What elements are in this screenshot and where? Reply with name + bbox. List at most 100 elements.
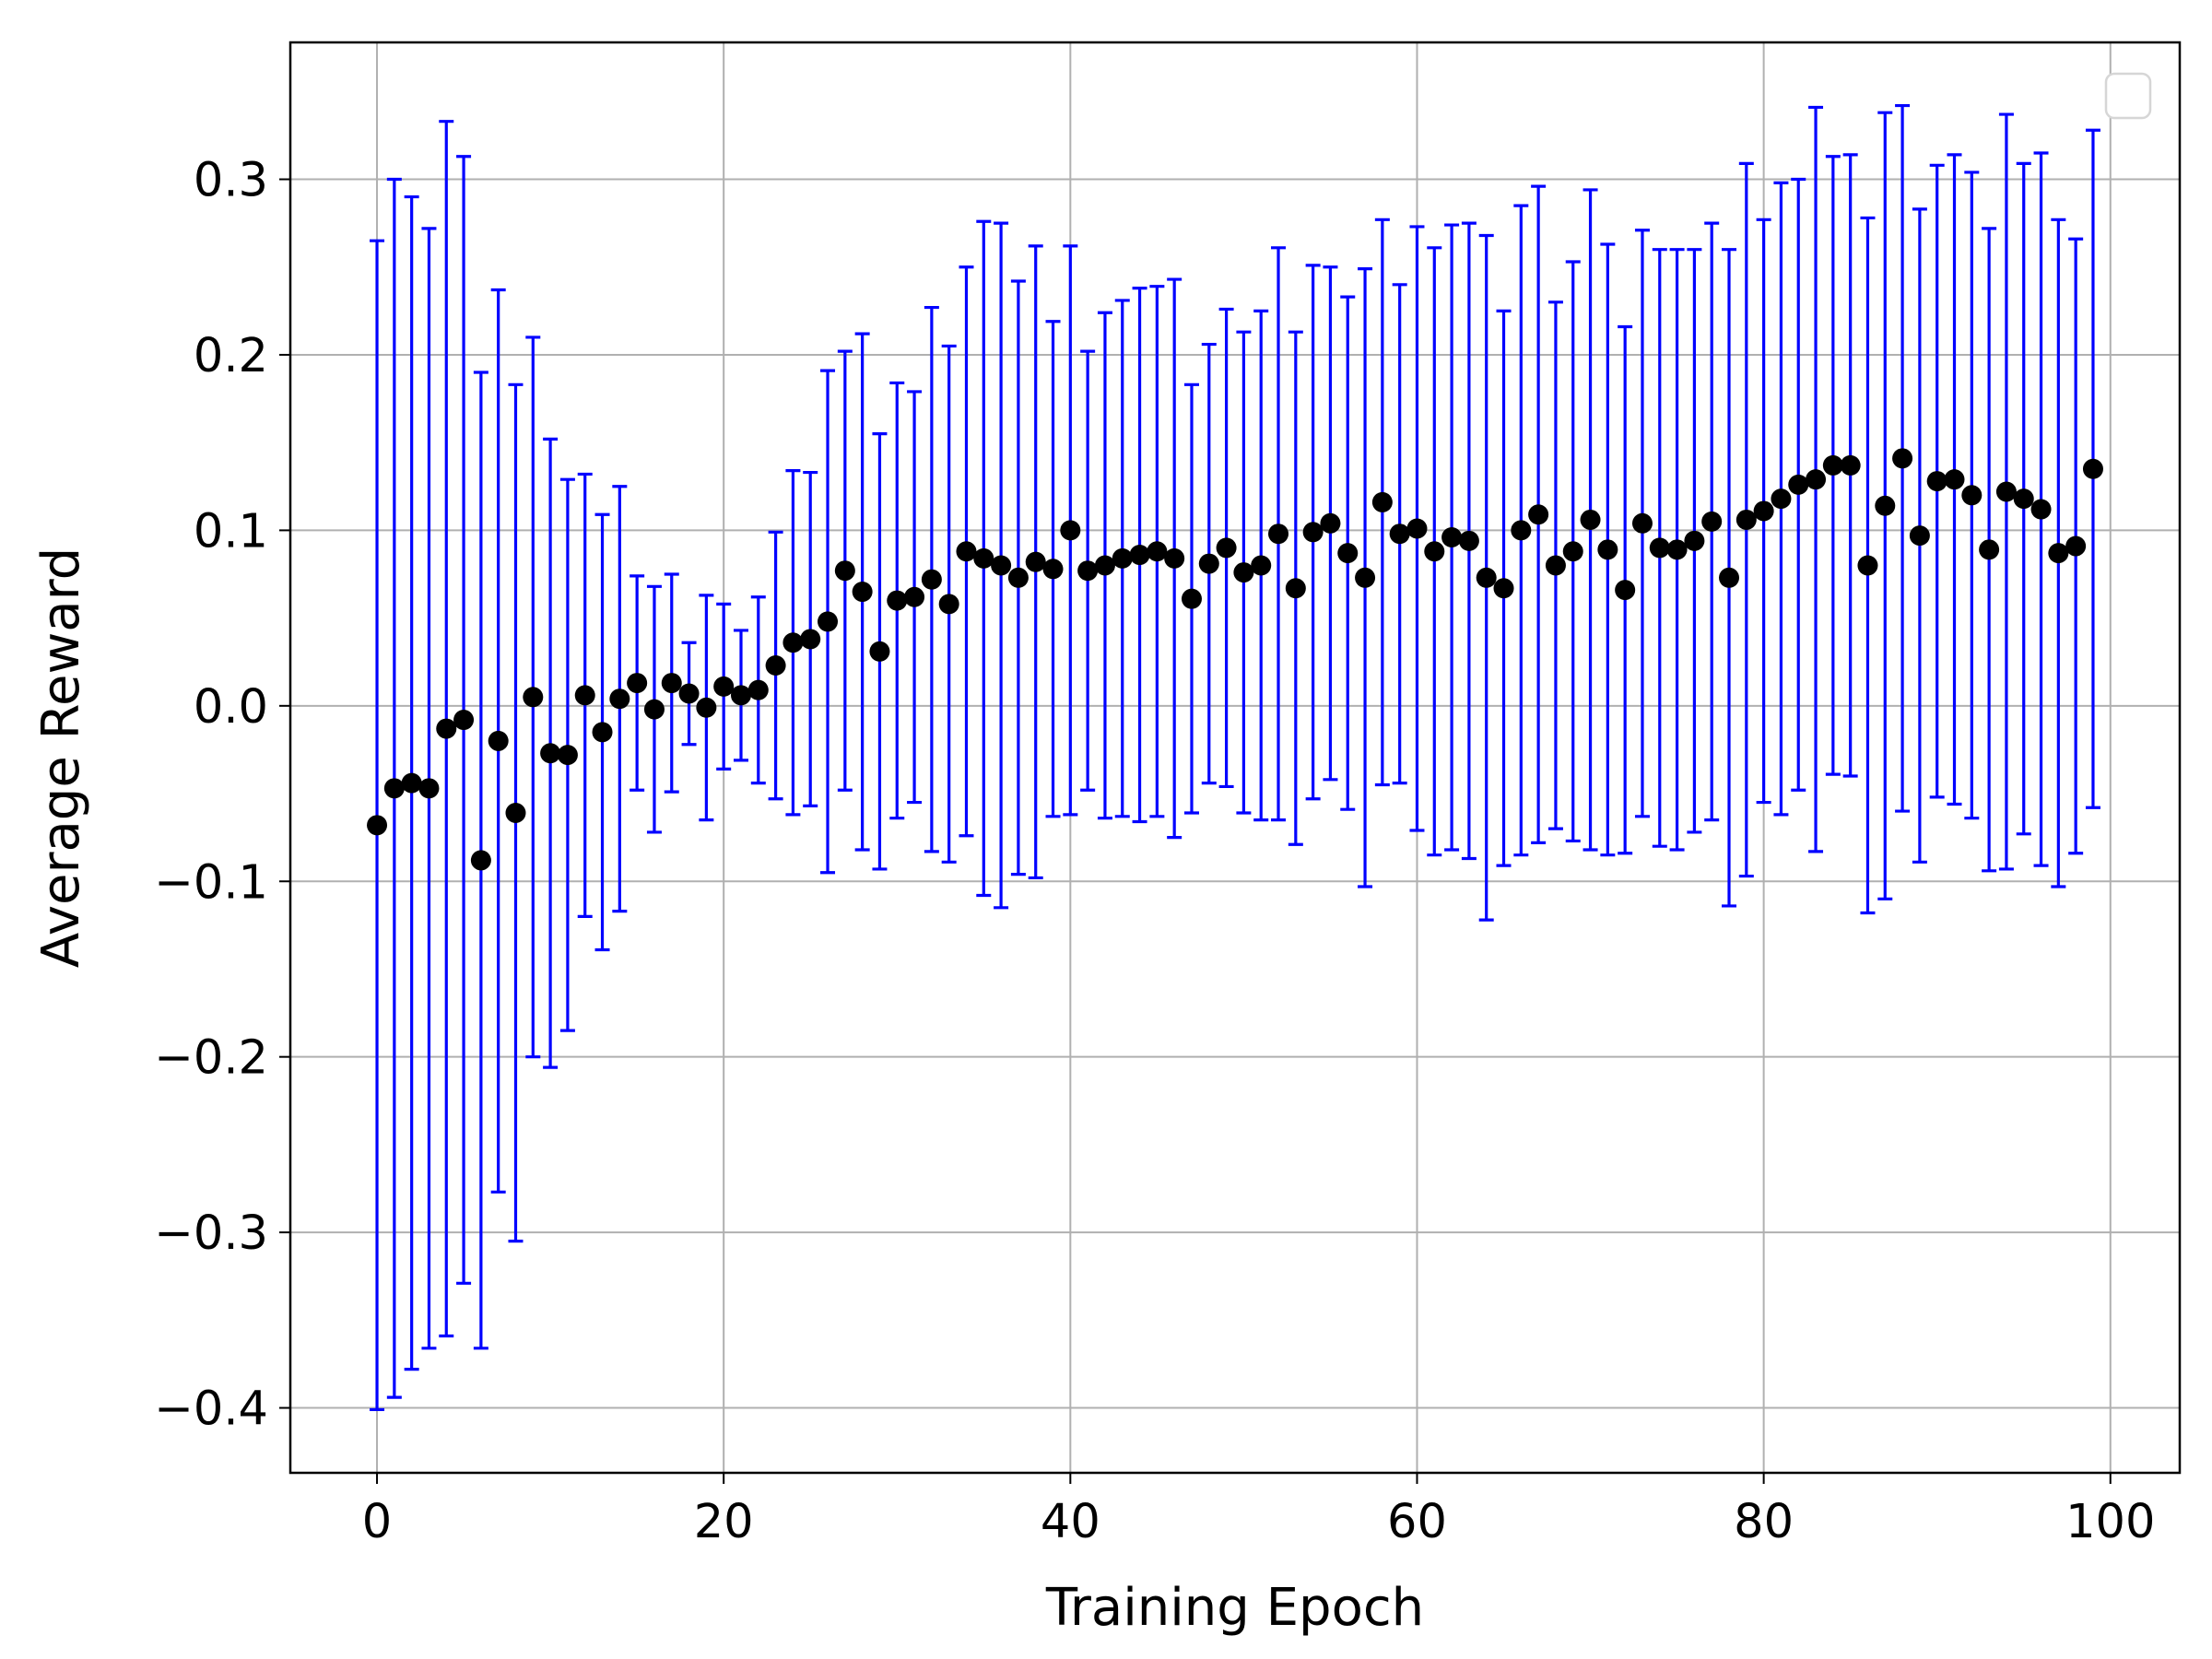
data-point (852, 582, 873, 603)
data-point (1216, 537, 1237, 559)
data-point (1094, 555, 1115, 576)
data-point (1979, 539, 2000, 560)
data-point (1441, 527, 1463, 548)
data-point (1007, 567, 1029, 588)
y-tick-label: −0.1 (154, 855, 268, 910)
data-point (505, 802, 526, 823)
data-point (1493, 578, 1514, 599)
data-point (1562, 541, 1583, 562)
data-point (2013, 488, 2034, 510)
x-tick-label: 20 (694, 1495, 754, 1549)
data-point (2030, 499, 2052, 520)
data-point (713, 676, 735, 697)
data-point (1251, 555, 1272, 576)
y-tick-label: −0.3 (154, 1206, 268, 1261)
data-point (1406, 518, 1428, 539)
y-axis-label: Average Reward (31, 547, 91, 968)
data-point (470, 850, 491, 871)
data-point (1424, 541, 1445, 562)
y-tick-label: −0.2 (154, 1031, 268, 1086)
data-point (1337, 543, 1359, 564)
x-tick-label: 60 (1387, 1495, 1447, 1549)
x-tick-label: 0 (362, 1495, 392, 1549)
data-point (1580, 509, 1601, 530)
data-point (1545, 555, 1566, 576)
data-point (1806, 469, 1827, 490)
data-point (2065, 535, 2087, 557)
y-tick-label: 0.1 (194, 504, 268, 559)
data-point (453, 710, 475, 731)
data-point (1735, 509, 1757, 530)
data-point (818, 611, 839, 632)
data-point (782, 632, 804, 653)
data-point (488, 730, 509, 751)
error-bars (370, 103, 2100, 1412)
data-point (1875, 495, 1896, 516)
data-point (696, 697, 717, 718)
data-point (367, 815, 388, 836)
data-point (574, 685, 595, 706)
data-point (1302, 522, 1324, 543)
data-point (1355, 567, 1376, 588)
x-tick-label: 80 (1734, 1495, 1794, 1549)
data-point (1147, 541, 1168, 562)
data-point (609, 688, 630, 710)
data-point (383, 778, 405, 799)
data-point (1771, 488, 1792, 510)
data-point (661, 673, 682, 694)
data-point (1389, 524, 1410, 545)
data-point (938, 594, 959, 615)
y-tick-label: −0.4 (154, 1382, 268, 1437)
axis-ticks (279, 178, 2112, 1484)
data-point (1371, 491, 1393, 512)
y-tick-label: 0.0 (194, 680, 268, 735)
data-point (1129, 545, 1150, 566)
data-point (869, 641, 890, 662)
data-point (1476, 567, 1497, 588)
data-point (1458, 530, 1479, 551)
data-point (1840, 454, 1861, 476)
data-point (557, 745, 578, 766)
data-point (401, 772, 422, 794)
data-point (1615, 580, 1636, 601)
data-point (834, 560, 855, 582)
data-point (1042, 559, 1064, 580)
data-point (887, 590, 908, 611)
data-point (1995, 481, 2017, 502)
data-point (436, 718, 457, 739)
data-point (956, 541, 977, 562)
data-point (2082, 458, 2103, 479)
data-point (2048, 543, 2069, 564)
data-point (973, 547, 994, 569)
x-axis-label: Training Epoch (1045, 1578, 1424, 1638)
data-point (1857, 555, 1878, 576)
data-point (627, 673, 648, 694)
data-point (1892, 448, 1913, 469)
data-point (800, 629, 821, 650)
data-point (1112, 547, 1133, 569)
data-point (1060, 520, 1081, 541)
data-point (1926, 471, 1947, 492)
data-point (1181, 588, 1202, 609)
data-point (1822, 454, 1843, 476)
data-point (730, 685, 751, 706)
data-point (1233, 562, 1254, 583)
data-point (523, 687, 544, 708)
x-tick-label: 100 (2065, 1495, 2155, 1549)
data-point (1909, 525, 1930, 547)
tick-labels: 0 20 40 60 80 100 −0.4 −0.3 −0.2 −0.1 0.0 0.1 0.2 0.3 (154, 154, 2155, 1549)
data-point (678, 683, 700, 704)
x-tick-label: 40 (1041, 1495, 1100, 1549)
data-point (1320, 512, 1341, 534)
data-point (418, 778, 440, 799)
data-point (1268, 524, 1289, 545)
data-points (367, 448, 2103, 871)
y-tick-label: 0.3 (194, 154, 268, 208)
data-point (921, 569, 942, 590)
data-point (1719, 567, 1740, 588)
legend-box (2104, 72, 2152, 120)
data-point (1511, 520, 1532, 541)
y-tick-label: 0.2 (194, 329, 268, 383)
data-point (1649, 537, 1670, 559)
